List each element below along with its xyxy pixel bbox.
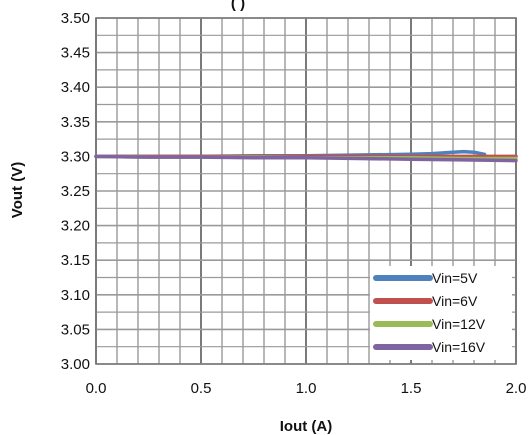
axes (95, 17, 517, 365)
x-tick-label: 2.0 (506, 380, 527, 397)
x-tick-labels: 0.0 0.5 1.0 1.5 2.0 (86, 380, 527, 397)
series-line-vin-16v (94, 154, 518, 163)
y-tick-label: 3.30 (61, 148, 90, 165)
x-axis-title: Iout (A) (280, 418, 332, 435)
legend-label: Vin=5V (432, 270, 478, 286)
y-tick-label: 3.25 (61, 183, 90, 200)
chart-title-fragment: ( ) (231, 0, 245, 12)
y-tick-labels: 3.00 3.05 3.10 3.15 3.20 3.25 3.30 3.35 3.40 3.45… (61, 10, 90, 373)
x-tick-label: 0.0 (86, 380, 107, 397)
plot-frame (95, 17, 517, 365)
y-tick-label: 3.20 (61, 218, 90, 235)
legend-label: Vin=6V (432, 293, 478, 309)
y-tick-label: 3.05 (61, 321, 90, 338)
y-axis-title: Vout (V) (9, 162, 26, 218)
x-tick-label: 1.0 (296, 380, 317, 397)
x-tick-label: 0.5 (191, 380, 212, 397)
legend: Vin=5V Vin=6V Vin=12V Vin=16V (370, 266, 512, 360)
y-tick-label: 3.10 (61, 287, 90, 304)
series-lines (94, 149, 518, 163)
y-tick-label: 3.35 (61, 114, 90, 131)
y-tick-label: 3.40 (61, 79, 90, 96)
y-tick-label: 3.50 (61, 10, 90, 27)
y-tick-label: 3.45 (61, 45, 90, 62)
legend-label: Vin=16V (432, 339, 486, 355)
x-tick-label: 1.5 (401, 380, 422, 397)
y-tick-label: 3.15 (61, 252, 90, 269)
y-tick-label: 3.00 (61, 356, 90, 373)
legend-label: Vin=12V (432, 316, 486, 332)
